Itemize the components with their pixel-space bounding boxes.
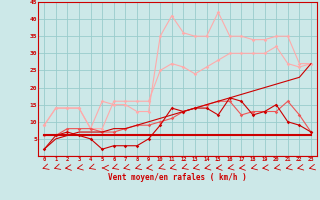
X-axis label: Vent moyen/en rafales ( km/h ): Vent moyen/en rafales ( km/h ) xyxy=(108,174,247,182)
